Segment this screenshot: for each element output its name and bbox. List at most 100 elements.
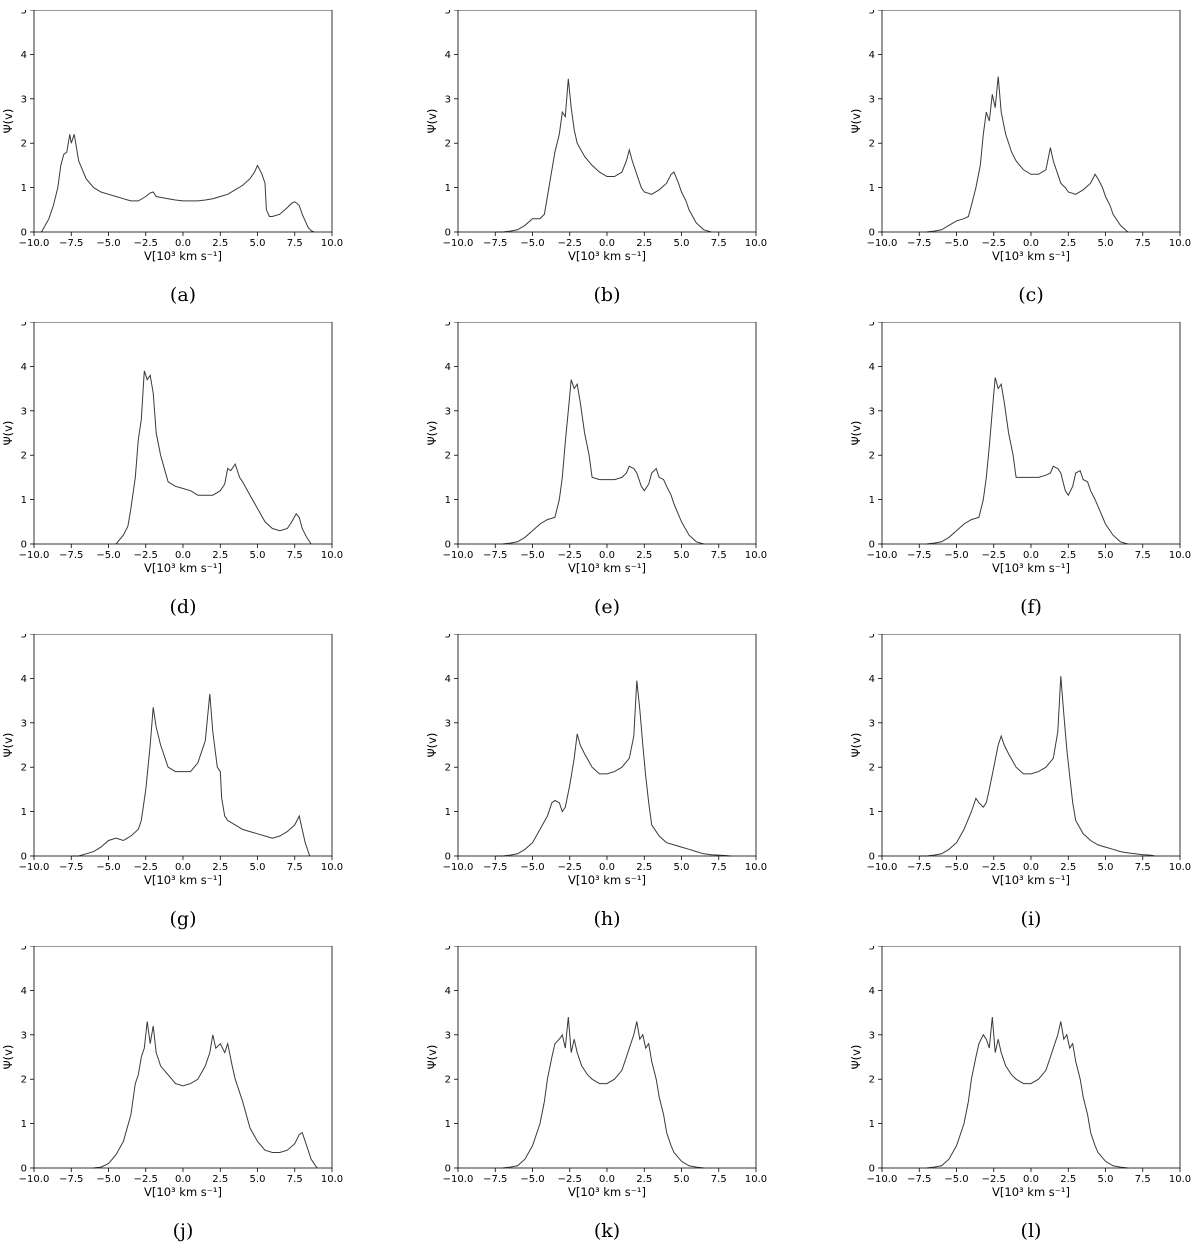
x-tick-label: −5.0	[96, 550, 120, 561]
x-tick-label: 2.5	[636, 862, 652, 873]
x-tick-label: 10.0	[745, 1174, 767, 1185]
plot-frame	[33, 322, 333, 545]
x-tick-label: 5.0	[674, 1174, 690, 1185]
x-tick-label: 10.0	[745, 550, 767, 561]
y-tick-label: 4	[21, 50, 27, 61]
x-tick-label: −10.0	[443, 550, 474, 561]
subplot-c: −10.0 −7.5 −5.0 −2.5 0.0 2.5 5.0 7.5 10.0 0 1 2 3 4 5 V…	[848, 10, 1200, 322]
x-tick-label: 10.0	[321, 1174, 343, 1185]
x-tick-label: −5.0	[944, 862, 968, 873]
x-tick-label: −7.5	[59, 550, 83, 561]
x-tick-label: 0.0	[175, 238, 191, 249]
x-tick-label: 0.0	[599, 862, 615, 873]
y-tick-label: 5	[21, 634, 27, 641]
series-line	[93, 1021, 318, 1169]
x-tick-label: 7.5	[711, 1174, 727, 1185]
x-tick-label: 10.0	[1169, 550, 1191, 561]
x-tick-label: 7.5	[287, 238, 303, 249]
x-tick-label: −7.5	[483, 550, 507, 561]
x-tick-label: 7.5	[1135, 862, 1151, 873]
y-tick-label: 3	[21, 94, 27, 105]
y-tick-label: 1	[21, 495, 27, 506]
y-tick-label: 1	[445, 1119, 451, 1130]
subplot-g: −10.0 −7.5 −5.0 −2.5 0.0 2.5 5.0 7.5 10.0 0 1 2 3 4 5 V…	[0, 634, 395, 946]
x-tick-label: −5.0	[96, 1174, 120, 1185]
y-tick-label: 4	[869, 50, 875, 61]
x-tick-label: 0.0	[1023, 862, 1039, 873]
x-axis-label: V[10³ km s⁻¹]	[144, 561, 222, 575]
y-tick-label: 0	[21, 228, 27, 239]
x-tick-label: −10.0	[867, 550, 898, 561]
x-tick-label: 7.5	[287, 1174, 303, 1185]
y-tick-label: 3	[869, 94, 875, 105]
chart-svg: −10.0 −7.5 −5.0 −2.5 0.0 2.5 5.0 7.5 10.0 0 1 2 3 4 5 V…	[1, 322, 343, 575]
series-line	[502, 379, 704, 545]
subplot-caption: (h)	[593, 908, 621, 930]
y-tick-label: 2	[445, 451, 451, 462]
x-tick-label: −2.5	[558, 550, 582, 561]
subplot-caption: (f)	[1020, 596, 1042, 618]
y-tick-label: 1	[445, 807, 451, 818]
plot-frame	[881, 10, 1181, 233]
y-axis-label: Ψ(v)	[425, 109, 439, 134]
y-tick-label: 3	[445, 406, 451, 417]
plot-frame	[33, 10, 333, 233]
x-axis-label: V[10³ km s⁻¹]	[568, 249, 646, 263]
x-tick-label: 5.0	[1098, 550, 1114, 561]
x-tick-label: −10.0	[443, 1174, 474, 1185]
y-tick-label: 2	[445, 763, 451, 774]
x-tick-label: −2.5	[982, 550, 1006, 561]
chart-svg: −10.0 −7.5 −5.0 −2.5 0.0 2.5 5.0 7.5 10.0 0 1 2 3 4 5 V…	[849, 322, 1191, 575]
x-tick-label: −10.0	[443, 238, 474, 249]
y-tick-label: 5	[445, 634, 451, 641]
x-tick-label: 10.0	[321, 238, 343, 249]
plot-frame	[33, 634, 333, 857]
subplot-caption: (g)	[169, 908, 197, 930]
chart-svg: −10.0 −7.5 −5.0 −2.5 0.0 2.5 5.0 7.5 10.0 0 1 2 3 4 5 V…	[1, 634, 343, 887]
x-tick-label: −5.0	[520, 550, 544, 561]
series-line	[502, 1016, 704, 1169]
chart-svg: −10.0 −7.5 −5.0 −2.5 0.0 2.5 5.0 7.5 10.0 0 1 2 3 4 5 V…	[425, 946, 767, 1199]
y-tick-label: 2	[869, 763, 875, 774]
plot-frame	[457, 322, 757, 545]
plot-frame	[881, 946, 1181, 1169]
chart-svg: −10.0 −7.5 −5.0 −2.5 0.0 2.5 5.0 7.5 10.0 0 1 2 3 4 5 V…	[849, 10, 1191, 263]
x-tick-label: 10.0	[745, 238, 767, 249]
x-axis-label: V[10³ km s⁻¹]	[992, 561, 1070, 575]
y-tick-label: 4	[445, 50, 451, 61]
x-tick-label: −2.5	[558, 238, 582, 249]
x-tick-label: −5.0	[520, 1174, 544, 1185]
y-axis-label: Ψ(v)	[1, 109, 15, 134]
y-tick-label: 0	[445, 228, 451, 239]
x-axis-label: V[10³ km s⁻¹]	[992, 249, 1070, 263]
x-tick-label: 0.0	[1023, 550, 1039, 561]
x-tick-label: 0.0	[1023, 1174, 1039, 1185]
x-tick-label: 0.0	[175, 862, 191, 873]
y-tick-label: 3	[21, 1030, 27, 1041]
series-line	[115, 370, 312, 545]
subplot-e: −10.0 −7.5 −5.0 −2.5 0.0 2.5 5.0 7.5 10.0 0 1 2 3 4 5 V…	[424, 322, 819, 634]
y-axis-label: Ψ(v)	[849, 1045, 863, 1070]
x-tick-label: 2.5	[212, 550, 228, 561]
x-tick-label: −2.5	[134, 550, 158, 561]
x-tick-label: −2.5	[982, 862, 1006, 873]
y-tick-label: 1	[869, 183, 875, 194]
x-tick-label: −5.0	[96, 862, 120, 873]
x-tick-label: 7.5	[287, 862, 303, 873]
subplot-caption: (e)	[593, 596, 621, 618]
y-axis-label: Ψ(v)	[849, 109, 863, 134]
y-axis-label: Ψ(v)	[849, 421, 863, 446]
x-tick-label: 2.5	[1060, 862, 1076, 873]
y-axis-label: Ψ(v)	[1, 733, 15, 758]
x-tick-label: −10.0	[867, 862, 898, 873]
series-line	[926, 377, 1128, 545]
y-tick-label: 4	[21, 986, 27, 997]
x-tick-label: 5.0	[250, 1174, 266, 1185]
x-tick-label: −7.5	[59, 1174, 83, 1185]
x-tick-label: −5.0	[944, 550, 968, 561]
x-tick-label: 2.5	[212, 1174, 228, 1185]
y-tick-label: 3	[445, 718, 451, 729]
x-axis-label: V[10³ km s⁻¹]	[992, 1185, 1070, 1199]
plot-frame	[33, 946, 333, 1169]
series-line	[926, 1016, 1128, 1169]
